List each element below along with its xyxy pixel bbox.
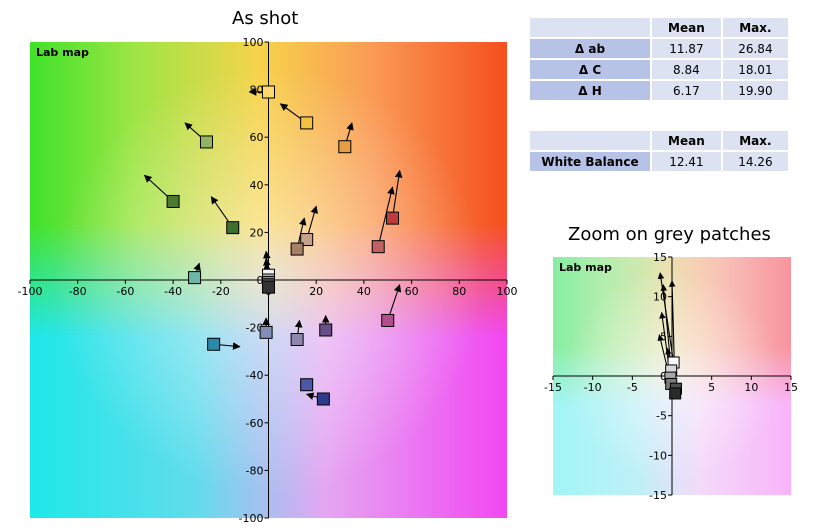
max-value: 14.26 <box>722 152 788 171</box>
table-header-row: Mean Max. <box>530 18 788 37</box>
patch-square <box>262 280 275 294</box>
header-max: Max. <box>722 18 788 37</box>
patch-square <box>319 323 333 337</box>
mean-value: 8.84 <box>652 60 721 79</box>
x-tick-label: -60 <box>116 285 134 298</box>
mean-value: 6.17 <box>652 81 721 100</box>
row-label: Δ ab <box>530 39 650 58</box>
y-tick-label: -10 <box>649 449 667 462</box>
patch-square <box>338 140 352 154</box>
patch-square <box>290 333 304 346</box>
map-label: Lab map <box>559 261 612 274</box>
patch-square <box>300 233 314 247</box>
patch-square <box>300 378 314 392</box>
x-tick-label: -80 <box>69 285 87 298</box>
x-tick-label: 40 <box>357 285 371 298</box>
x-tick-label: -5 <box>627 381 638 394</box>
x-tick-label: 10 <box>744 381 758 394</box>
table-row: Δ ab 11.87 26.84 <box>530 39 788 58</box>
y-tick-label: 15 <box>653 251 667 264</box>
x-tick-label: 20 <box>309 285 323 298</box>
mean-value: 12.41 <box>652 152 721 171</box>
row-label: White Balance <box>530 152 650 171</box>
map-label: Lab map <box>36 46 89 59</box>
max-value: 26.84 <box>722 39 788 58</box>
patch-square <box>300 116 314 130</box>
table-row: Δ H 6.17 19.90 <box>530 81 788 100</box>
table-row: Δ C 8.84 18.01 <box>530 60 788 79</box>
x-tick-label: 15 <box>784 381 798 394</box>
max-value: 18.01 <box>722 60 788 79</box>
patch-square <box>166 194 180 208</box>
y-tick-label: 100 <box>243 36 264 49</box>
x-tick-label: -10 <box>584 381 602 394</box>
patch-square <box>199 135 213 149</box>
row-label: Δ C <box>530 60 650 79</box>
y-tick-label: 20 <box>250 226 264 239</box>
table-header-row: Mean Max. <box>530 131 788 150</box>
patch-square <box>386 211 400 225</box>
y-tick-label: -40 <box>246 369 264 382</box>
header-mean: Mean <box>652 18 721 37</box>
x-tick-label: -100 <box>18 285 43 298</box>
y-tick-label: -5 <box>656 410 667 423</box>
x-tick-label: -20 <box>212 285 230 298</box>
delta-stats-table: Mean Max. Δ ab 11.87 26.84 Δ C 8.84 18.0… <box>528 16 790 102</box>
y-tick-label: 80 <box>250 84 264 97</box>
header-max: Max. <box>722 131 788 150</box>
x-tick-label: 60 <box>405 285 419 298</box>
lab-map-chart: -100 -80 -60 -40 -20 0 20 40 60 80 100 -100 -80 -60 -4… <box>18 36 518 525</box>
max-value: 19.90 <box>722 81 788 100</box>
x-tick-label: -15 <box>544 381 562 394</box>
x-tick-label: 5 <box>708 381 715 394</box>
patch-arrow <box>377 186 395 247</box>
patch-square <box>381 313 395 327</box>
y-tick-label: -20 <box>246 322 264 335</box>
patch-square <box>207 337 221 351</box>
patch-square <box>259 325 273 339</box>
patch-square <box>669 387 682 400</box>
y-tick-label: 0 <box>257 274 264 287</box>
patch-square <box>371 240 385 254</box>
x-tick-label: -40 <box>164 285 182 298</box>
mean-value: 11.87 <box>652 39 721 58</box>
y-tick-label: -60 <box>246 417 264 430</box>
patch-square <box>290 242 304 256</box>
chart-title: As shot <box>232 8 299 29</box>
y-tick-label: -15 <box>649 489 667 502</box>
patch-square <box>226 221 240 235</box>
y-tick-label: -100 <box>239 512 264 525</box>
patch-square <box>188 271 202 285</box>
patch-square <box>262 85 275 99</box>
patch-arrow <box>391 169 403 219</box>
zoom-chart-title: Zoom on grey patches <box>568 224 771 245</box>
x-tick-label: 100 <box>497 285 518 298</box>
y-tick-label: 40 <box>250 179 264 192</box>
patch-arrow <box>660 284 672 371</box>
x-tick-label: 80 <box>452 285 466 298</box>
header-mean: Mean <box>652 131 721 150</box>
y-tick-label: 0 <box>660 370 667 383</box>
header-corner <box>530 131 650 150</box>
row-label: Δ H <box>530 81 650 100</box>
patch-square <box>316 392 330 406</box>
y-tick-label: 60 <box>250 131 264 144</box>
table-row: White Balance 12.41 14.26 <box>530 152 788 171</box>
header-corner <box>530 18 650 37</box>
white-balance-table: Mean Max. White Balance 12.41 14.26 <box>528 129 790 173</box>
y-tick-label: -80 <box>246 464 264 477</box>
